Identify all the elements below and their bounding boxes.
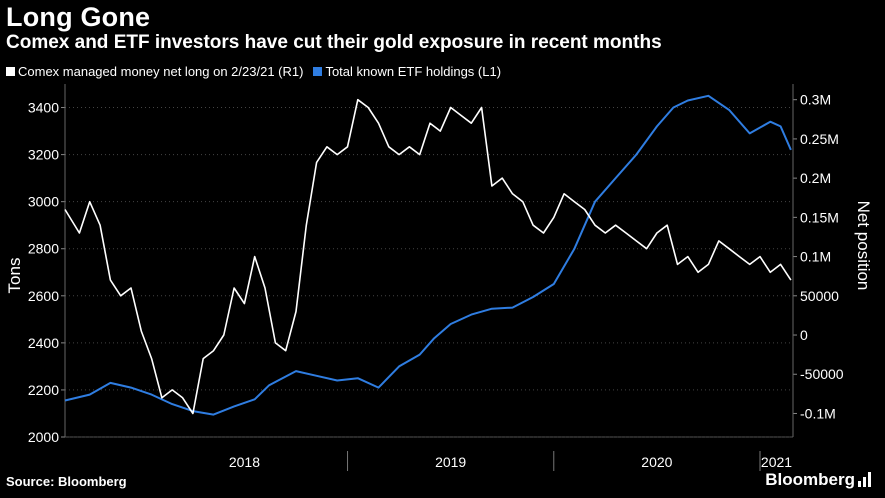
left-tick-label: 3400 [28, 100, 59, 116]
right-tick-label: 50000 [800, 288, 839, 304]
left-tick-label: 3000 [28, 194, 59, 210]
right-tick-label: 0.25M [800, 131, 839, 147]
right-axis-label: Net position [854, 201, 873, 291]
right-tick-label: 0.2M [800, 170, 831, 186]
legend-swatch-comex [6, 67, 15, 76]
legend-label-comex: Comex managed money net long on 2/23/21 … [18, 64, 304, 79]
chart-title: Long Gone [6, 2, 151, 32]
left-tick-label: 2400 [28, 335, 59, 351]
chart-subtitle: Comex and ETF investors have cut their g… [6, 32, 662, 53]
right-tick-label: -50000 [800, 366, 844, 382]
right-tick-label: -0.1M [800, 405, 836, 421]
bloomberg-terminal-icon [858, 472, 871, 487]
comex-net-long-line [64, 98, 792, 415]
right-tick-label: 0 [800, 327, 808, 343]
etf-holdings-line [64, 94, 792, 416]
chart-legend: Comex managed money net long on 2/23/21 … [6, 64, 501, 79]
left-tick-label: 3200 [28, 147, 59, 163]
x-year-label: 2021 [761, 454, 792, 470]
legend-swatch-etf [313, 67, 323, 76]
legend-item-comex: Comex managed money net long on 2/23/21 … [6, 64, 303, 79]
left-tick-label: 2800 [28, 241, 59, 257]
legend-item-etf: Total known ETF holdings (L1) [313, 64, 501, 79]
left-tick-label: 2600 [28, 288, 59, 304]
x-year-label: 2020 [641, 454, 672, 470]
left-tick-label: 2200 [28, 382, 59, 398]
left-tick-label: 2000 [28, 429, 59, 445]
right-tick-label: 0.15M [800, 209, 839, 225]
x-year-label: 2018 [229, 454, 260, 470]
source-note: Source: Bloomberg [6, 474, 127, 489]
right-tick-label: 0.3M [800, 92, 831, 108]
left-axis-label: Tons [5, 258, 24, 294]
right-tick-label: 0.1M [800, 249, 831, 265]
brand-logo-text: Bloomberg [765, 470, 855, 489]
legend-label-etf: Total known ETF holdings (L1) [325, 64, 502, 79]
x-year-label: 2019 [435, 454, 466, 470]
